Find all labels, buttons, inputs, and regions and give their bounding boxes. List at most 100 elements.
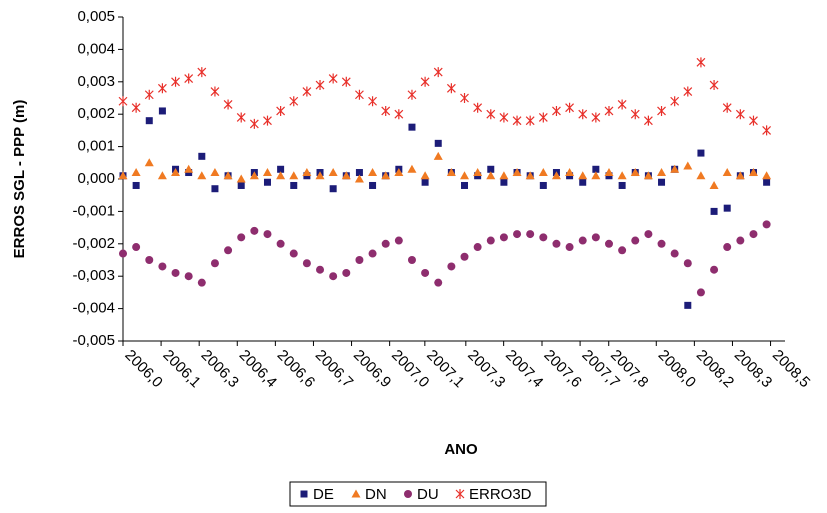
point <box>434 278 443 287</box>
y-tick-label: 0,004 <box>77 40 115 57</box>
y-tick-label: 0,005 <box>77 8 115 25</box>
x-tick-label: 2008,2 <box>693 347 737 391</box>
point <box>486 236 495 245</box>
point <box>643 115 653 126</box>
point <box>460 93 469 103</box>
point <box>446 83 456 94</box>
point <box>539 233 548 242</box>
point <box>420 76 430 87</box>
point <box>696 57 706 68</box>
point <box>433 67 443 78</box>
point <box>723 204 731 212</box>
point <box>315 80 325 91</box>
point <box>512 168 522 177</box>
point <box>210 259 219 268</box>
point <box>618 246 627 255</box>
x-axis-title: ANO <box>444 441 478 458</box>
point <box>211 185 219 193</box>
point <box>617 99 627 110</box>
point <box>315 171 325 180</box>
point <box>578 236 587 245</box>
point <box>526 230 535 239</box>
point <box>355 256 364 264</box>
point <box>157 171 167 180</box>
point <box>749 115 758 126</box>
point <box>263 178 271 186</box>
legend-marker <box>455 489 465 499</box>
point <box>158 107 166 115</box>
point <box>276 239 285 248</box>
point <box>341 171 351 180</box>
point <box>487 165 495 173</box>
point <box>250 226 259 235</box>
point <box>184 73 194 84</box>
point <box>342 268 351 277</box>
point <box>499 233 508 242</box>
point <box>302 168 312 177</box>
point <box>224 246 233 255</box>
point <box>630 109 640 120</box>
point <box>670 249 679 258</box>
point <box>145 256 154 264</box>
point <box>368 96 377 107</box>
point <box>184 164 194 173</box>
point <box>762 220 771 229</box>
point <box>657 239 666 248</box>
point <box>276 171 286 180</box>
point <box>118 171 128 180</box>
point <box>525 171 535 180</box>
point <box>460 252 469 261</box>
point <box>683 86 693 97</box>
point <box>197 67 207 78</box>
point <box>499 171 509 180</box>
point <box>381 105 391 116</box>
point <box>446 168 456 177</box>
point <box>355 169 363 177</box>
point <box>499 112 509 123</box>
point <box>696 288 705 297</box>
point <box>591 233 600 242</box>
point <box>223 171 233 180</box>
point <box>512 115 522 126</box>
point <box>329 272 338 281</box>
point <box>617 171 627 180</box>
x-tick-label: 2008,3 <box>731 347 775 391</box>
point <box>210 168 220 177</box>
point <box>670 96 680 107</box>
point <box>407 256 416 264</box>
x-tick-label: 2006,7 <box>312 347 356 391</box>
point <box>354 174 364 183</box>
point <box>748 168 758 177</box>
x-tick-label: 2007,0 <box>388 347 432 391</box>
point <box>171 76 180 87</box>
point <box>762 171 772 180</box>
point <box>290 181 298 189</box>
y-tick-label: 0,000 <box>77 170 115 187</box>
point <box>131 102 141 113</box>
point <box>657 168 667 177</box>
point <box>723 243 732 252</box>
point <box>132 181 140 189</box>
point <box>762 125 772 136</box>
y-tick-label: -0,005 <box>72 332 115 349</box>
x-tick-label: 2006,6 <box>274 347 318 391</box>
point <box>289 171 299 180</box>
point <box>236 174 246 183</box>
point <box>538 112 548 123</box>
point <box>421 178 429 186</box>
point <box>709 180 719 189</box>
point <box>408 123 416 131</box>
point <box>538 168 548 177</box>
point <box>579 178 587 186</box>
point <box>289 249 298 258</box>
point <box>473 102 483 113</box>
x-tick-label: 2006,4 <box>236 347 280 391</box>
point <box>486 109 496 120</box>
point <box>132 243 141 252</box>
point <box>171 268 180 277</box>
point <box>118 96 128 107</box>
point <box>157 83 167 94</box>
point <box>262 168 272 177</box>
point <box>394 168 404 177</box>
point <box>145 117 153 125</box>
